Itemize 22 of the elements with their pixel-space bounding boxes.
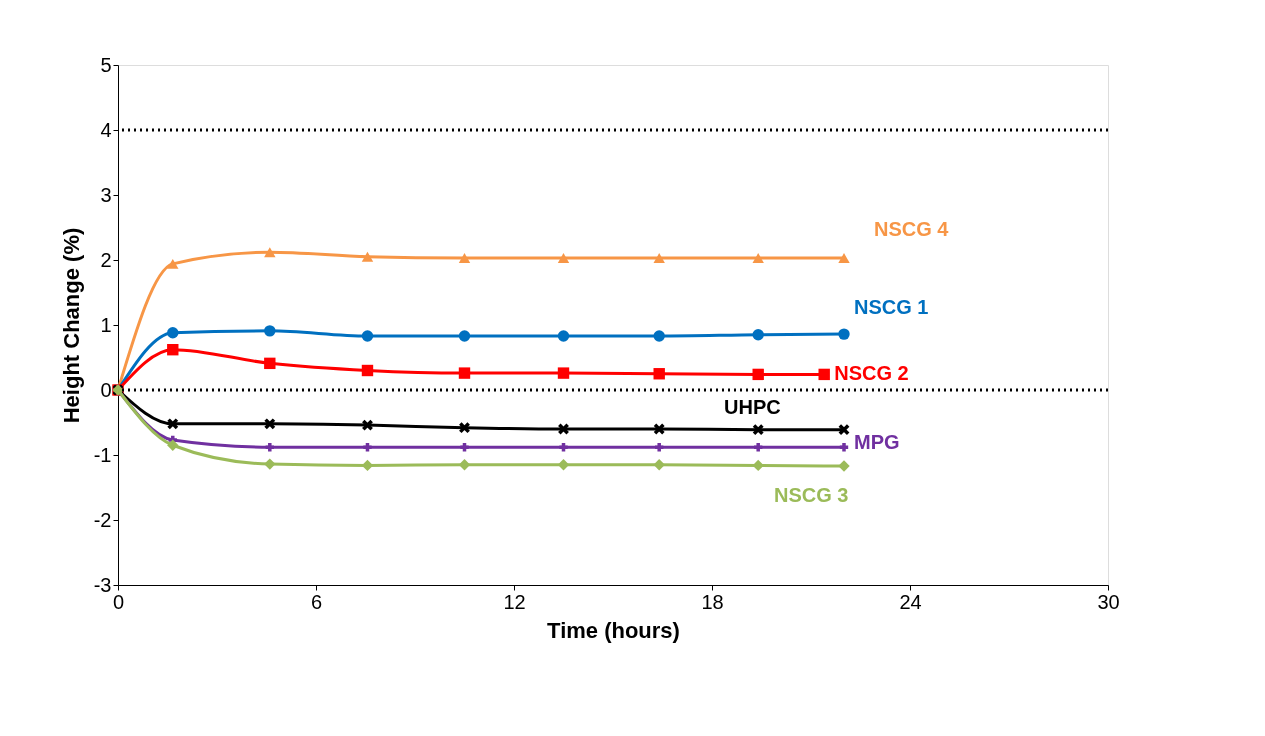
y-tick-label: 3 xyxy=(100,183,112,206)
series-label: NSCG 3 xyxy=(774,484,849,507)
series-label: NSCG 1 xyxy=(854,296,929,319)
y-tick-label: -1 xyxy=(93,443,112,466)
x-tick-label: 30 xyxy=(1097,590,1120,613)
series-label: UHPC xyxy=(724,395,781,418)
x-tick-label: 18 xyxy=(701,590,724,613)
y-axis-title: Height Change (%) xyxy=(58,227,84,424)
series-label: MPG xyxy=(854,431,900,454)
x-tick-label: 24 xyxy=(899,590,922,613)
y-tick-label: 5 xyxy=(100,53,112,76)
x-axis-title: Time (hours) xyxy=(547,617,680,643)
y-tick-label: 4 xyxy=(100,118,112,141)
x-tick-label: 6 xyxy=(310,590,323,613)
y-tick-label: 2 xyxy=(100,248,112,271)
series-label: NSCG 4 xyxy=(874,218,950,241)
y-tick-label: 1 xyxy=(100,313,112,336)
x-tick-label: 12 xyxy=(503,590,526,613)
y-tick-label: 0 xyxy=(100,378,112,401)
y-tick-label: -2 xyxy=(93,508,112,531)
y-tick-label: -3 xyxy=(93,573,112,596)
series-label: NSCG 2 xyxy=(834,362,909,385)
